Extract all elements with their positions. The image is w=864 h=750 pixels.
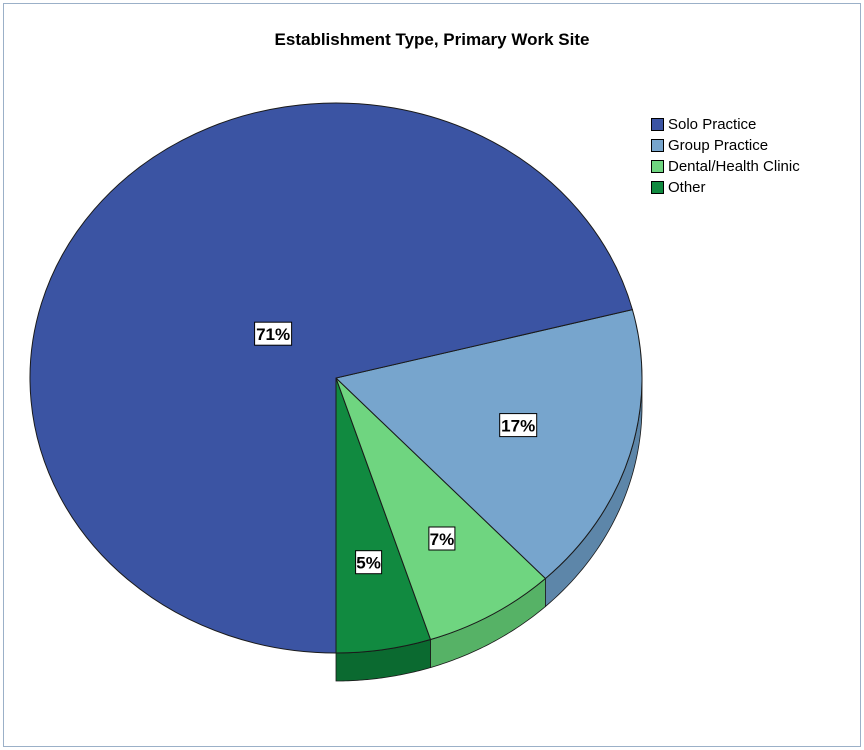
pie-label-other: 5%	[355, 550, 383, 575]
pie-slice-group-practice	[334, 309, 643, 580]
pie-slice-dental-health-clinic	[335, 377, 547, 641]
legend-item-dental-health-clinic: Dental/Health Clinic	[651, 156, 800, 177]
legend-swatch	[651, 160, 664, 173]
svg-text:71%: 71%	[256, 325, 290, 344]
legend-label: Group Practice	[668, 137, 769, 154]
legend-item-other: Other	[651, 177, 800, 198]
svg-text:17%: 17%	[501, 417, 535, 436]
pie-label-solo-practice: 71%	[254, 321, 293, 346]
legend-label: Other	[668, 179, 706, 196]
legend-item-solo-practice: Solo Practice	[651, 114, 800, 135]
legend-label: Dental/Health Clinic	[668, 158, 800, 175]
chart-title: Establishment Type, Primary Work Site	[274, 30, 590, 49]
pie-label-group-practice: 17%	[499, 413, 538, 438]
pie-label-dental-health-clinic: 7%	[428, 526, 456, 551]
legend-swatch	[651, 139, 664, 152]
legend-item-group-practice: Group Practice	[651, 135, 800, 156]
chart-legend: Solo Practice Group Practice Dental/Health…	[651, 114, 800, 198]
svg-text:5%: 5%	[356, 554, 381, 573]
pie-slice-solo-practice	[29, 102, 634, 654]
svg-text:7%: 7%	[430, 530, 455, 549]
legend-label: Solo Practice	[668, 116, 757, 133]
legend-swatch	[651, 181, 664, 194]
legend-swatch	[651, 118, 664, 131]
